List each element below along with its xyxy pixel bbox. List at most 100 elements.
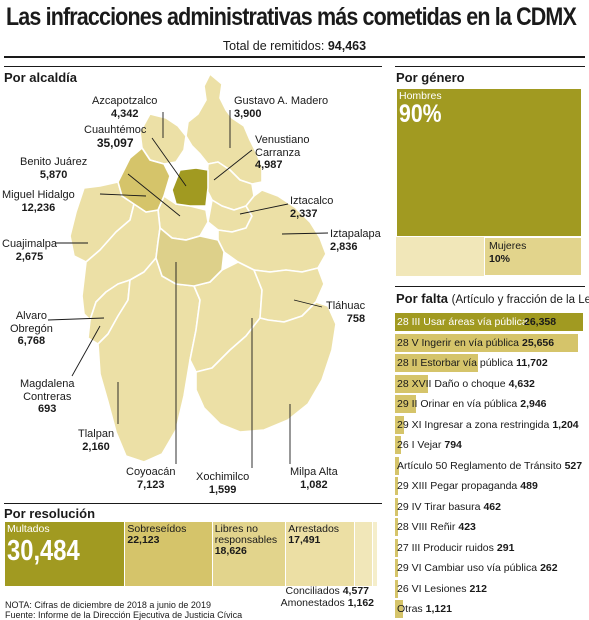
label-azcapotzalco: Azcapotzalco 4,342 bbox=[92, 95, 158, 120]
falta-label-text: 29 II Orinar en vía pública bbox=[397, 398, 518, 410]
falta-row: 28 II Estorbar vía pública 11,702 bbox=[395, 353, 587, 374]
leader-tlahuac bbox=[293, 299, 323, 308]
falta-row: 26 VI Lesiones 212 bbox=[395, 579, 587, 600]
falta-label-text: 28 VIII Reñir bbox=[397, 521, 456, 533]
falta-bar bbox=[395, 456, 399, 475]
falta-value: 11,702 bbox=[516, 357, 548, 369]
region-miguel-hidalgo-shade bbox=[117, 146, 171, 213]
falta-value: 212 bbox=[469, 582, 487, 595]
label-tlalpan: Tlalpan 2,160 bbox=[78, 428, 115, 453]
falta-bar bbox=[395, 477, 398, 495]
genero-hombres-pct: 90% bbox=[399, 100, 442, 128]
resolucion-label-line: Libres no bbox=[214, 523, 258, 535]
falta-value: 291 bbox=[496, 541, 515, 554]
resolucion-value: 17,491 bbox=[288, 534, 321, 546]
label-amonestados: Amonestados 1,162 bbox=[280, 597, 374, 609]
falta-bar bbox=[395, 395, 416, 413]
falta-label-text: Artículo 50 Reglamento de Tránsito bbox=[397, 459, 562, 472]
resolucion-value: 22,123 bbox=[127, 534, 160, 546]
falta-bar bbox=[395, 313, 583, 331]
falta-bar bbox=[395, 497, 398, 516]
label-iztapalapa: Iztapalapa 2,836 bbox=[330, 228, 381, 253]
label-benito-juarez: Benito Juárez 5,870 bbox=[20, 156, 88, 181]
resolucion-value: 18,626 bbox=[214, 545, 247, 557]
label-venustiano-carranza: Venustiano Carranza 4,987 bbox=[255, 134, 310, 171]
falta-row: 28 XVII Daño o choque 4,632 bbox=[395, 374, 587, 395]
genero-mujeres-block: Mujeres 10% bbox=[484, 237, 582, 276]
resolucion-label-line: Arrestados bbox=[288, 523, 340, 535]
resolucion-label-line: responsables bbox=[214, 534, 278, 546]
label-magdalena-contreras: Magdalena Contreras 693 bbox=[20, 378, 75, 415]
region-coyoacan-shade bbox=[155, 226, 225, 287]
leader-magdalena-contreras bbox=[71, 325, 101, 377]
region-milpa-alta bbox=[195, 301, 337, 433]
alcaldia-rule bbox=[4, 66, 382, 67]
falta-subtitle: (Artículo y fracción de la Ley) bbox=[451, 294, 589, 306]
genero-hombres-block: Hombres 90% bbox=[396, 88, 582, 237]
falta-value: 1,204 bbox=[552, 418, 579, 431]
falta-label: 29 IV Tirar basura 462 bbox=[397, 501, 501, 513]
leader-benito-juarez bbox=[127, 173, 181, 217]
genero-title: Por género bbox=[396, 70, 465, 85]
falta-label: 29 VI Cambiar uso vía pública 262 bbox=[397, 562, 558, 574]
resolucion-block: Multados 30,484 bbox=[5, 522, 126, 586]
falta-label-text: 28 XVII Daño o choque bbox=[397, 377, 506, 390]
leader-iztapalapa bbox=[281, 232, 329, 235]
region-azcapotzalco bbox=[139, 113, 187, 165]
falta-row: 29 XIII Pegar propaganda 489 bbox=[395, 476, 587, 497]
resolucion-label-line: Sobreseídos bbox=[127, 523, 187, 535]
leader-iztacalco bbox=[239, 203, 289, 215]
resolucion-block bbox=[355, 522, 374, 586]
resolucion-treemap: Multados 30,484 Sobreseídos 22,123 Libres no… bbox=[5, 522, 378, 586]
genero-rule bbox=[395, 66, 585, 67]
falta-row: 29 XI Ingresar a zona restringida 1,204 bbox=[395, 415, 587, 436]
falta-row: 28 V Ingerir en vía pública 25,656 bbox=[395, 333, 587, 354]
alcaldia-title: Por alcaldía bbox=[4, 70, 77, 85]
falta-value: 25,656 bbox=[522, 336, 555, 349]
falta-title-main: Por falta bbox=[396, 291, 449, 306]
resolucion-label: Arrestados 17,491 bbox=[288, 524, 339, 546]
falta-label: 28 V Ingerir en vía pública 25,656 bbox=[397, 337, 554, 349]
falta-bar bbox=[395, 559, 398, 577]
falta-bar bbox=[395, 600, 403, 618]
falta-label-text: 27 III Producir ruidos bbox=[397, 541, 494, 554]
falta-row: 28 VIII Reñir 423 bbox=[395, 517, 587, 538]
falta-label: 29 XI Ingresar a zona restringida 1,204 bbox=[397, 419, 579, 431]
label-iztacalco: Iztacalco 2,337 bbox=[290, 195, 334, 220]
falta-bar bbox=[395, 333, 578, 352]
falta-row: Artículo 50 Reglamento de Tránsito 527 bbox=[395, 456, 587, 477]
falta-label: Artículo 50 Reglamento de Tránsito 527 bbox=[397, 460, 582, 472]
label-gustavo-a-madero: Gustavo A. Madero 3,900 bbox=[234, 95, 329, 120]
resolucion-block: Libres no responsables 18,626 bbox=[212, 522, 287, 586]
falta-value: 527 bbox=[564, 459, 583, 472]
genero-mujeres-pct: 10% bbox=[489, 253, 511, 265]
falta-bar bbox=[395, 579, 398, 598]
falta-row: 26 I Vejar 794 bbox=[395, 435, 587, 456]
falta-bar bbox=[395, 354, 478, 372]
falta-rule bbox=[395, 286, 585, 287]
falta-value: 4,632 bbox=[508, 377, 535, 390]
resolucion-value: 30,484 bbox=[7, 535, 80, 567]
falta-bar bbox=[395, 518, 398, 536]
leader-cuauhtemoc bbox=[151, 137, 187, 187]
falta-value: 26,358 bbox=[524, 316, 557, 328]
falta-label-text: 29 IV Tirar basura bbox=[397, 500, 481, 513]
falta-label-text: 29 VI Cambiar uso vía pública bbox=[397, 562, 538, 574]
leader-venustiano-carranza bbox=[213, 149, 253, 181]
falta-bar bbox=[395, 374, 428, 393]
label-alvaro-obregon: Alvaro Obregón 6,768 bbox=[10, 310, 53, 347]
falta-label: 28 VIII Reñir 423 bbox=[397, 521, 476, 533]
falta-bar bbox=[395, 415, 404, 434]
falta-value: 2,946 bbox=[520, 398, 547, 410]
falta-row: 29 VI Cambiar uso vía pública 262 bbox=[395, 558, 587, 579]
falta-label: 27 III Producir ruidos 291 bbox=[397, 542, 514, 554]
fuente-text: Fuente: Informe de la Dirección Ejecutiv… bbox=[5, 610, 243, 620]
label-miguel-hidalgo: Miguel Hidalgo 12,236 bbox=[2, 189, 75, 214]
label-coyoacan: Coyoacán 7,123 bbox=[126, 466, 176, 491]
region-cuauhtemoc bbox=[171, 167, 209, 207]
resolucion-block bbox=[373, 522, 378, 586]
falta-label: 28 XVII Daño o choque 4,632 bbox=[397, 378, 535, 390]
resolucion-block: Arrestados 17,491 bbox=[286, 522, 356, 586]
resolucion-label: Multados bbox=[7, 524, 50, 535]
falta-label-text: Otras bbox=[397, 603, 423, 615]
